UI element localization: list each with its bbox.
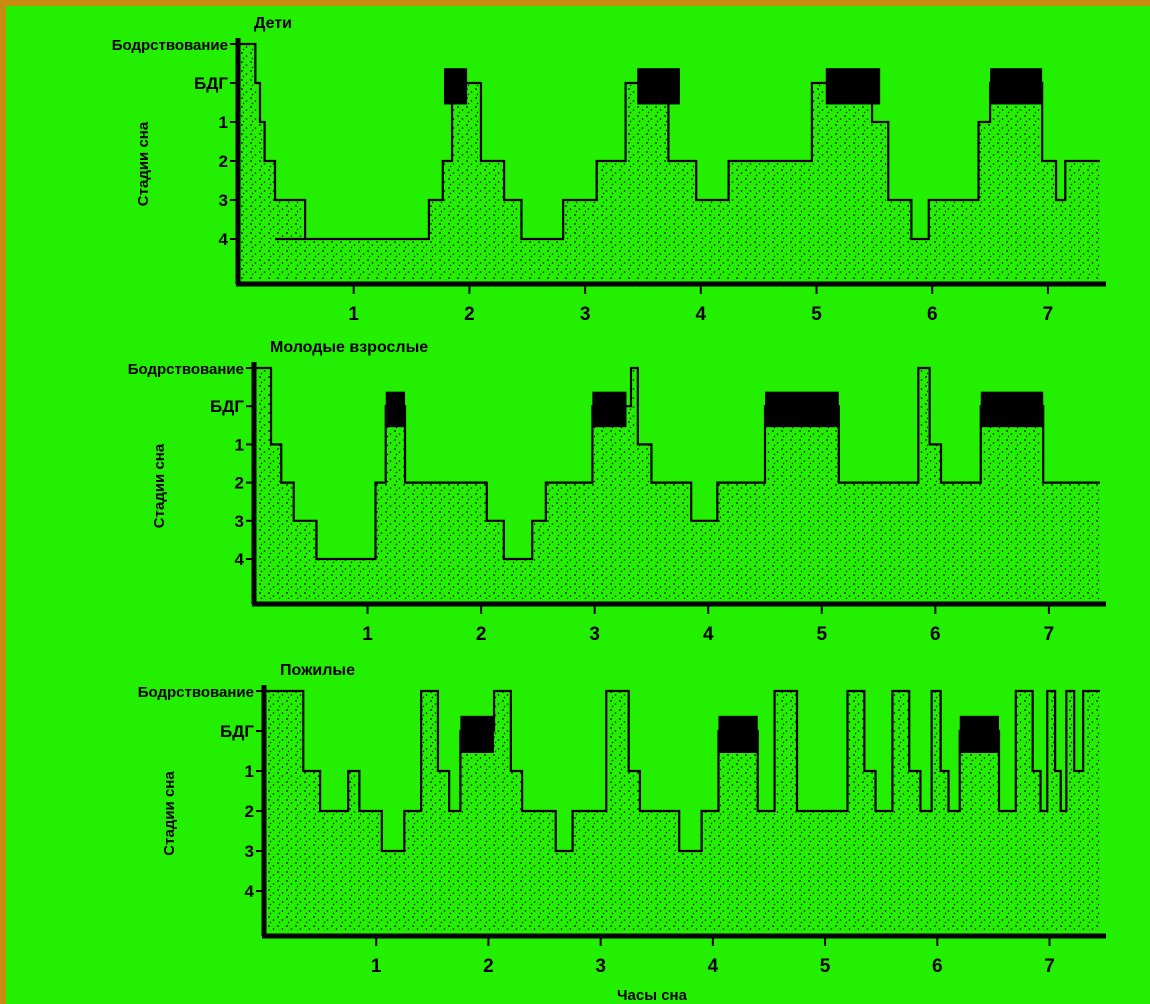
x-tick-label: 5 — [811, 304, 822, 325]
rem-period-1 — [443, 68, 468, 105]
x-axis-label: Часы сна — [617, 987, 688, 1004]
x-tick-label: 5 — [820, 956, 831, 977]
sleep-hypnograms: Бодрствование БДГ 1 2 3 4 1 2 3 4 5 6 7 Дети Стадии сн… — [112, 15, 1106, 1004]
x-tick-label: 1 — [348, 304, 359, 325]
y-tick-label: Бодрствование — [112, 37, 228, 54]
rem-period-4 — [980, 391, 1044, 428]
hypnogram-line — [238, 42, 1100, 241]
hypnogram-panel-1: Бодрствование БДГ 1 2 3 4 1 2 3 4 5 6 7 Дети Стадии сн… — [112, 15, 1106, 325]
slide: Бодрствование БДГ 1 2 3 4 1 2 3 4 5 6 7 Дети Стадии сн… — [6, 6, 1150, 1004]
y-tick-label: Бодрствование — [138, 684, 254, 701]
y-tick-label: 1 — [245, 762, 254, 781]
x-tick-label: 1 — [371, 956, 382, 977]
x-tick-label: 3 — [595, 956, 606, 977]
y-axis-label: Стадии сна — [161, 771, 178, 856]
x-tick-label: 5 — [816, 624, 827, 645]
y-axis-label: Стадии сна — [135, 121, 152, 206]
x-tick-label: 2 — [476, 624, 487, 645]
y-tick-label: 3 — [219, 191, 228, 210]
rem-period-3 — [959, 715, 1000, 753]
rem-period-1 — [385, 391, 406, 428]
panel-title: Дети — [254, 15, 292, 32]
y-tick-label: Бодрствование — [128, 361, 244, 378]
y-tick-label: БДГ — [194, 74, 228, 93]
x-tick-label: 7 — [1043, 304, 1054, 325]
x-tick-label: 6 — [930, 624, 941, 645]
y-tick-label: 2 — [235, 474, 244, 493]
y-tick-label: 4 — [245, 882, 255, 901]
x-tick-label: 2 — [464, 304, 475, 325]
y-tick-label: 4 — [219, 230, 229, 249]
x-tick-label: 7 — [1044, 624, 1055, 645]
x-tick-label: 4 — [703, 624, 714, 645]
x-tick-label: 4 — [696, 304, 707, 325]
y-tick-label: 2 — [245, 802, 254, 821]
x-tick-label: 3 — [580, 304, 591, 325]
x-tick-label: 6 — [927, 304, 938, 325]
y-tick-label: 2 — [219, 152, 228, 171]
hypnogram-line — [264, 689, 1100, 853]
x-tick-label: 4 — [708, 956, 719, 977]
x-tick-label: 2 — [483, 956, 494, 977]
y-tick-label: 1 — [219, 113, 228, 132]
y-tick-label: 1 — [235, 435, 244, 454]
y-tick-label: 3 — [245, 842, 254, 861]
x-tick-label: 1 — [362, 624, 373, 645]
x-tick-label: 3 — [589, 624, 600, 645]
y-tick-label: 3 — [235, 512, 244, 531]
rem-period-2 — [592, 391, 627, 428]
panel-title: Пожилые — [280, 662, 355, 679]
rem-period-3 — [765, 391, 839, 428]
panel-title: Молодые взрослые — [270, 339, 428, 356]
y-tick-label: 4 — [235, 550, 245, 569]
rem-period-4 — [990, 68, 1043, 105]
hypnogram-line — [254, 366, 1100, 561]
x-tick-label: 7 — [1044, 956, 1055, 977]
hypnogram-panel-2: Бодрствование БДГ 1 2 3 4 1 2 3 4 5 6 7 Молодые взрос… — [128, 339, 1106, 645]
rem-period-2 — [637, 68, 680, 105]
hypnogram-panel-3: Бодрствование БДГ 1 2 3 4 1 2 3 4 5 6 7 Пожилые Стадии… — [138, 662, 1106, 1004]
y-axis-label: Стадии сна — [151, 443, 168, 528]
x-tick-label: 6 — [932, 956, 943, 977]
rem-period-1 — [460, 715, 495, 753]
y-tick-label: БДГ — [210, 397, 244, 416]
y-tick-label: БДГ — [220, 722, 254, 741]
rem-period-2 — [718, 715, 758, 753]
